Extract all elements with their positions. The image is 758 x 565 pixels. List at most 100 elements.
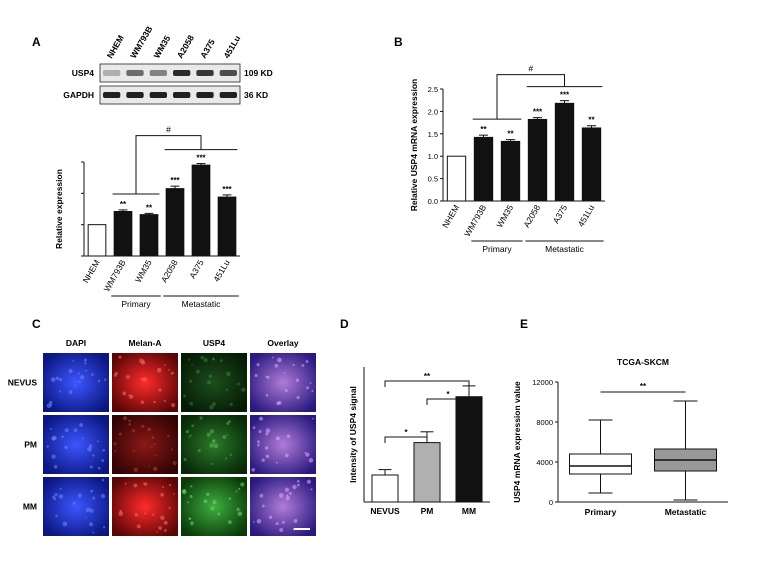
x-tick-label: Primary [585, 507, 617, 517]
group-label: Metastatic [182, 299, 221, 309]
blot-band [103, 70, 121, 76]
cell-speckle [64, 445, 68, 450]
cell-speckle [304, 451, 306, 454]
cell-speckle [195, 369, 200, 374]
cell-speckle [85, 369, 88, 372]
cell-speckle [122, 391, 127, 396]
bar [371, 474, 399, 503]
blot-lane-label: WM35 [151, 33, 172, 60]
comparison-label: ** [424, 372, 431, 381]
cell-speckle [158, 388, 162, 392]
cell-speckle [225, 457, 227, 460]
cell-speckle [89, 508, 94, 513]
blot-band [219, 92, 237, 98]
micrograph [181, 353, 247, 412]
panel-letter-d: D [340, 317, 349, 331]
group-label: Metastatic [545, 244, 584, 254]
cell-speckle [292, 484, 297, 490]
cell-speckle [64, 428, 69, 433]
significance-label: ** [588, 116, 595, 125]
comparison-bracket [384, 436, 428, 443]
blot-lane-label: A375 [198, 37, 217, 60]
cell-speckle [306, 386, 309, 390]
cell-speckle [173, 493, 175, 495]
micrograph [43, 415, 109, 474]
cell-speckle [118, 511, 124, 517]
cell-speckle [131, 429, 136, 433]
cell-speckle [228, 497, 232, 500]
bracket-label: # [166, 125, 171, 135]
cell-speckle [222, 434, 227, 439]
significance-label: ** [146, 203, 153, 212]
y-axis-label: Relative USP4 mRNA expression [409, 79, 419, 211]
cell-speckle [153, 400, 156, 404]
cell-speckle [279, 528, 284, 532]
bar [473, 136, 494, 202]
cell-speckle [101, 459, 105, 462]
micrograph [181, 415, 247, 474]
cell-speckle [237, 511, 243, 517]
cell-speckle [55, 376, 60, 380]
cell-speckle [227, 420, 231, 423]
significance-label: ** [480, 125, 487, 134]
cell-speckle [310, 488, 313, 491]
y-axis-label: USP4 mRNA expression value [512, 381, 522, 503]
column-label: DAPI [66, 338, 86, 348]
bar [527, 118, 548, 202]
cell-speckle [61, 435, 64, 439]
x-tick-label: NHEM [81, 258, 102, 285]
cell-speckle [236, 507, 240, 511]
cell-speckle [183, 458, 187, 462]
cell-speckle [170, 448, 173, 451]
x-tick-label: WM35 [494, 203, 515, 230]
x-tick-label: PM [421, 506, 434, 516]
significance-label: *** [196, 154, 206, 163]
cell-speckle [210, 506, 215, 511]
cell-speckle [126, 374, 130, 379]
cell-speckle [129, 394, 134, 399]
bar [191, 164, 211, 257]
cell-speckle [209, 405, 214, 410]
cell-speckle [286, 494, 289, 497]
cell-speckle [207, 380, 211, 385]
cell-speckle [55, 514, 58, 517]
cell-speckle [308, 458, 314, 463]
cell-speckle [240, 482, 245, 487]
cell-speckle [168, 506, 171, 510]
x-tick-label: A375 [551, 203, 570, 225]
blot-band [149, 70, 167, 76]
cell-speckle [265, 432, 269, 436]
panel-letter-c: C [32, 317, 41, 331]
x-tick-label: 451Lu [576, 203, 597, 229]
cell-speckle [142, 377, 147, 382]
cell-speckle [153, 443, 156, 445]
cell-speckle [181, 489, 187, 495]
cell-speckle [50, 428, 53, 431]
cell-speckle [136, 524, 141, 529]
micrograph [112, 415, 178, 474]
y-tick-label: 12000 [532, 378, 553, 387]
cell-speckle [275, 461, 278, 464]
x-tick-label: 451Lu [211, 258, 232, 284]
panel-letter-b: B [394, 35, 403, 49]
blot-band [196, 70, 214, 76]
cell-speckle [261, 458, 265, 462]
cell-speckle [211, 358, 215, 361]
significance-label: *** [560, 91, 570, 100]
cell-speckle [118, 355, 122, 359]
cell-speckle [80, 375, 85, 380]
bracket-line [135, 135, 202, 194]
cell-speckle [59, 390, 62, 393]
cell-speckle [187, 358, 191, 361]
panel-letter-e: E [520, 317, 528, 331]
y-tick-label: 4000 [536, 458, 553, 467]
cell-speckle [156, 531, 159, 533]
cell-speckle [188, 435, 191, 438]
x-tick-label: A375 [187, 258, 206, 280]
y-tick-label: 8000 [536, 418, 553, 427]
chart-a-relative-expression: Relative expression NHEM ** WM793B ** WM35 ***… [54, 125, 240, 309]
cell-speckle [54, 493, 58, 497]
blot-band [219, 70, 237, 76]
cell-speckle [229, 402, 233, 407]
cell-speckle [284, 453, 289, 458]
